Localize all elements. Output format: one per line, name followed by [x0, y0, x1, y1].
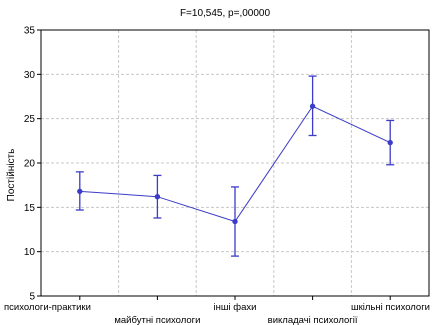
x-tick-label: майбутні психологи [114, 315, 200, 325]
y-tick-label: 35 [24, 26, 36, 37]
y-axis-label: Постійність [6, 149, 17, 202]
y-tick-label: 15 [24, 203, 36, 214]
y-tick-label: 25 [24, 114, 36, 125]
data-point [154, 193, 161, 200]
data-point [77, 188, 83, 195]
chart-title: F=10,545, p=,00000 [180, 8, 271, 19]
x-tick-label: шкільні психологи [351, 302, 430, 313]
data-point [309, 103, 316, 109]
x-ticks: психологи-практики майбутні психологи інші… [4, 302, 430, 325]
y-tick-label: 5 [29, 292, 35, 303]
data-point [387, 139, 393, 146]
x-tick-label: психологи-практики [4, 302, 91, 313]
data-point [232, 218, 238, 225]
x-tick-label: викладачі психології [268, 315, 358, 325]
axes [37, 29, 430, 300]
y-tick-label: 20 [24, 159, 36, 170]
series [75, 75, 395, 257]
y-tick-label: 10 [24, 247, 36, 258]
y-tick-label: 30 [24, 70, 36, 81]
x-tick-label: інші фахи [214, 302, 257, 313]
y-ticks: 5 10 15 20 25 30 35 [24, 26, 36, 303]
